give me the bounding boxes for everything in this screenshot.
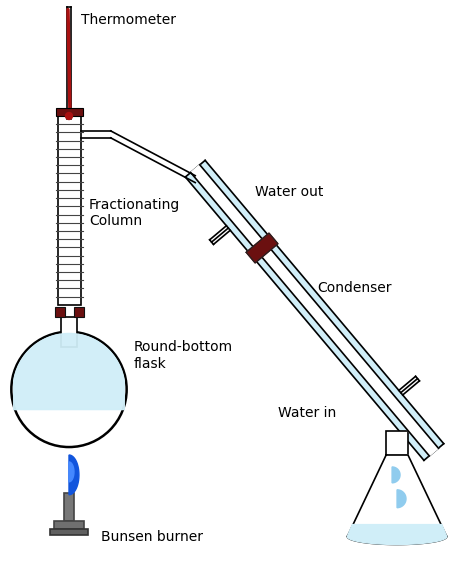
Polygon shape: [69, 455, 79, 495]
Polygon shape: [14, 333, 124, 410]
Bar: [54, 521, 84, 529]
Polygon shape: [69, 462, 74, 482]
Text: Thermometer: Thermometer: [81, 13, 176, 26]
Text: Fractionating
Column: Fractionating Column: [89, 198, 180, 228]
Polygon shape: [392, 467, 400, 483]
Text: Round-bottom
flask: Round-bottom flask: [134, 340, 233, 371]
Bar: [74, 307, 84, 317]
Bar: [55, 307, 65, 317]
Polygon shape: [185, 160, 444, 460]
Polygon shape: [191, 165, 438, 456]
Bar: [64, 493, 74, 521]
Bar: [61, 317, 77, 347]
Bar: [386, 431, 408, 455]
Text: Bunsen burner: Bunsen burner: [101, 530, 203, 545]
Polygon shape: [347, 455, 447, 537]
Polygon shape: [246, 233, 278, 263]
Bar: [56, 108, 83, 116]
Text: Water out: Water out: [255, 185, 323, 198]
Polygon shape: [397, 490, 406, 508]
Polygon shape: [347, 537, 447, 545]
Text: Condenser: Condenser: [318, 281, 392, 295]
Bar: [50, 529, 88, 535]
Text: Water in: Water in: [278, 406, 336, 420]
Bar: [58, 116, 81, 305]
Polygon shape: [347, 525, 447, 537]
Circle shape: [11, 332, 127, 447]
Polygon shape: [347, 537, 447, 545]
Circle shape: [65, 113, 73, 120]
